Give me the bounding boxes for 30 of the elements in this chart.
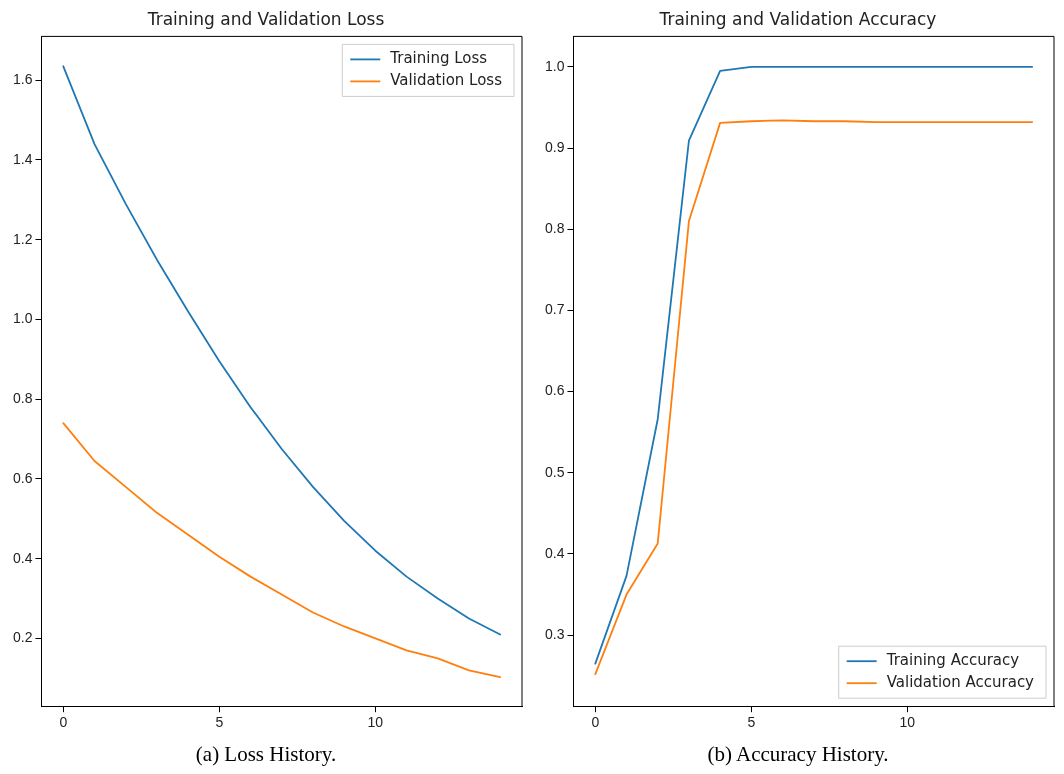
y-tick-label: 0.3 <box>544 626 565 643</box>
y-tick-label: 1.6 <box>12 71 33 88</box>
x-tick-label: 10 <box>367 714 384 731</box>
legend-label: Validation Accuracy <box>886 673 1035 692</box>
x-tick-label: 0 <box>591 714 600 731</box>
text: (a) Loss History. <box>194 742 338 767</box>
text: (b) Accuracy History. <box>706 742 890 767</box>
y-tick-label: 1.2 <box>12 230 33 247</box>
y-tick-label: 1.0 <box>544 57 565 74</box>
x-tick-label: 10 <box>899 714 916 731</box>
chart-title: Training and Validation Accuracy <box>658 8 937 29</box>
x-tick-label: 0 <box>59 714 68 731</box>
x-tick-label: 5 <box>747 714 756 731</box>
y-tick-label: 0.5 <box>544 463 565 480</box>
y-tick-label: 0.7 <box>544 301 565 318</box>
x-tick-label: 5 <box>215 714 224 731</box>
y-tick-label: 0.6 <box>544 382 565 399</box>
legend-label: Training Accuracy <box>885 651 1020 670</box>
legend-label: Validation Loss <box>390 71 503 90</box>
y-tick-label: 0.8 <box>544 220 565 237</box>
legend-label: Training Loss <box>389 49 488 68</box>
y-tick-label: 0.6 <box>12 469 33 486</box>
y-tick-label: 0.9 <box>544 138 565 155</box>
y-tick-label: 0.8 <box>12 390 33 407</box>
y-tick-label: 0.4 <box>12 549 33 566</box>
chart-title: Training and Validation Loss <box>146 8 385 29</box>
y-tick-label: 1.0 <box>12 310 33 327</box>
y-tick-label: 1.4 <box>12 150 33 167</box>
y-tick-label: 0.2 <box>12 629 33 646</box>
y-tick-label: 0.4 <box>544 544 565 561</box>
